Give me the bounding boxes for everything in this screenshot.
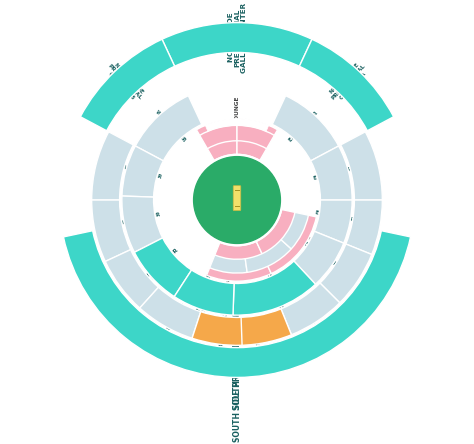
Text: EAST
UPPER
BLOCK 1: EAST UPPER BLOCK 1: [249, 313, 270, 345]
Wedge shape: [105, 250, 158, 308]
Text: EAST
UPPER
BLOCK 2: EAST UPPER BLOCK 2: [296, 294, 323, 325]
Wedge shape: [84, 231, 390, 357]
Text: NORTH SIDE
PRESIDENTIAL
GALLERY A: NORTH SIDE PRESIDENTIAL GALLERY A: [327, 60, 371, 105]
Text: EAST LOWER
BLOCK 2: EAST LOWER BLOCK 2: [300, 241, 338, 272]
Text: WEST LOWER
BLOCK 9: WEST LOWER BLOCK 9: [118, 212, 162, 231]
Text: NORTH
LAWN
1: NORTH LAWN 1: [235, 118, 272, 160]
Wedge shape: [281, 212, 309, 249]
Wedge shape: [314, 200, 352, 243]
Wedge shape: [310, 146, 352, 200]
Wedge shape: [81, 39, 174, 131]
Text: SOUTH
LAWN 1: SOUTH LAWN 1: [229, 246, 248, 280]
Wedge shape: [136, 96, 202, 161]
Wedge shape: [346, 200, 383, 254]
Wedge shape: [196, 119, 237, 160]
Wedge shape: [245, 240, 292, 272]
Text: SOUTH SIDE
OWNER'S
LOUNGE: SOUTH SIDE OWNER'S LOUNGE: [256, 243, 280, 274]
Wedge shape: [205, 119, 269, 131]
Wedge shape: [237, 119, 278, 160]
Wedge shape: [207, 242, 271, 281]
Text: SOUTH SIDE PRESIDENTIAL GALLERY: SOUTH SIDE PRESIDENTIAL GALLERY: [233, 284, 241, 441]
Text: EAST
UPPER
BLOCK 4: EAST UPPER BLOCK 4: [352, 215, 380, 235]
Wedge shape: [140, 287, 201, 338]
Wedge shape: [300, 39, 393, 131]
Wedge shape: [281, 283, 340, 335]
Text: WEST LOWER
BLOCK 10: WEST LOWER BLOCK 10: [144, 248, 183, 285]
Text: EAST LOWER
BLOCK 1: EAST LOWER BLOCK 1: [260, 272, 284, 314]
Text: WEST
UPPER
BLOCK 9: WEST UPPER BLOCK 9: [116, 264, 146, 292]
Text: SOUTH CORPORATE BOXES: SOUTH CORPORATE BOXES: [233, 294, 241, 410]
Wedge shape: [294, 231, 344, 284]
Text: WEST LOWER
BLOCK 8: WEST LOWER BLOCK 8: [120, 164, 163, 185]
Wedge shape: [122, 196, 163, 252]
Wedge shape: [210, 255, 247, 273]
Text: WEST
UPPER
BLOCK 7: WEST UPPER BLOCK 7: [95, 158, 124, 179]
Wedge shape: [200, 125, 237, 149]
Text: EAST LOWER
BLOCK 4: EAST LOWER BLOCK 4: [313, 166, 354, 186]
FancyBboxPatch shape: [233, 186, 241, 210]
Wedge shape: [320, 244, 372, 303]
Text: WEST
UPPER
BLOCK 10: WEST UPPER BLOCK 10: [157, 297, 186, 331]
Text: EAST
UPPER
BLOCK 3: EAST UPPER BLOCK 3: [331, 259, 362, 286]
Wedge shape: [91, 132, 133, 200]
Wedge shape: [237, 125, 274, 149]
Wedge shape: [122, 146, 164, 197]
Text: EAST LOWER
BLOCK 3: EAST LOWER BLOCK 3: [314, 210, 355, 228]
Text: NORTH SIDE
PRESIDENTIAL
GALLERY CENTER: NORTH SIDE PRESIDENTIAL GALLERY CENTER: [228, 3, 246, 73]
Text: EAST LOWER
BLOCK 5: EAST LOWER BLOCK 5: [288, 110, 323, 146]
Wedge shape: [192, 312, 242, 345]
Wedge shape: [341, 132, 383, 200]
Circle shape: [191, 155, 283, 246]
Text: SOUTH SIDE
VIP LOUNGE 2: SOUTH SIDE VIP LOUNGE 2: [280, 219, 312, 241]
Wedge shape: [233, 261, 316, 315]
Wedge shape: [135, 238, 191, 297]
Wedge shape: [256, 210, 316, 274]
Text: NORTH
LAWN
2: NORTH LAWN 2: [202, 118, 239, 160]
Text: NORTH
CORPORATE
BOXES: NORTH CORPORATE BOXES: [245, 119, 264, 151]
Wedge shape: [64, 231, 410, 377]
Wedge shape: [91, 200, 131, 262]
Text: WEST
UPPER
BLOCK 11: WEST UPPER BLOCK 11: [209, 312, 229, 348]
Text: WEST
UPPER
BLOCK 8: WEST UPPER BLOCK 8: [94, 218, 123, 239]
Circle shape: [193, 157, 281, 243]
Text: SOUTH SIDE
VIP LOUNGE 1: SOUTH SIDE VIP LOUNGE 1: [223, 249, 235, 282]
Text: NORTH LOUNGE: NORTH LOUNGE: [235, 96, 239, 148]
Wedge shape: [162, 23, 312, 66]
Text: NORTH
CORPORATE
BOXES: NORTH CORPORATE BOXES: [210, 119, 229, 151]
Circle shape: [58, 21, 416, 379]
Text: EAST
UPPER
BLOCK 5: EAST UPPER BLOCK 5: [350, 158, 379, 179]
Text: WEST LOWER
BLOCK 7: WEST LOWER BLOCK 7: [151, 109, 187, 147]
Text: SOUTH
LAWN 2: SOUTH LAWN 2: [268, 222, 305, 257]
Wedge shape: [272, 96, 338, 161]
Text: NORTH SIDE
PRESIDENTIAL
GALLERY B: NORTH SIDE PRESIDENTIAL GALLERY B: [103, 60, 147, 105]
Text: WEST LOWER
BLOCK 11: WEST LOWER BLOCK 11: [196, 272, 219, 317]
Wedge shape: [232, 309, 292, 345]
Wedge shape: [174, 270, 234, 315]
